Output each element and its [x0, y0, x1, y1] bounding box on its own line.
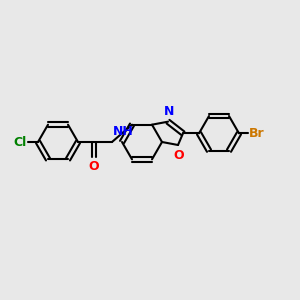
Text: O: O: [89, 160, 99, 173]
Text: NH: NH: [113, 125, 134, 138]
Text: O: O: [174, 149, 184, 162]
Text: Br: Br: [249, 127, 265, 140]
Text: N: N: [164, 105, 174, 118]
Text: Cl: Cl: [14, 136, 27, 148]
